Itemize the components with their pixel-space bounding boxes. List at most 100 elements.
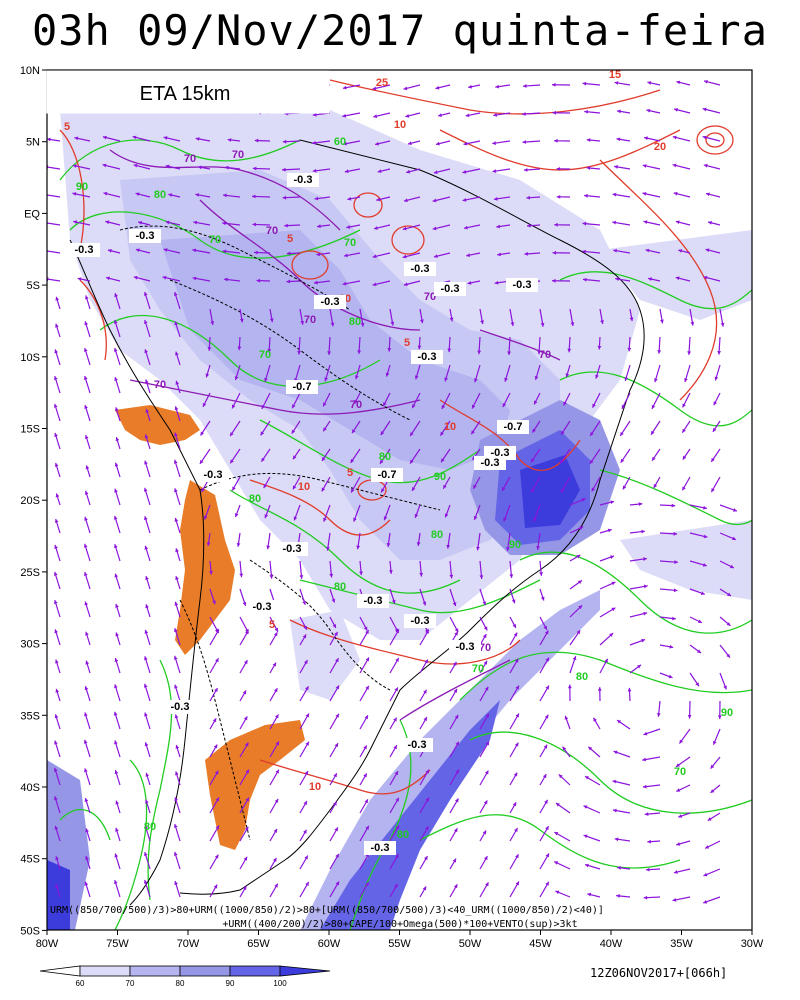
wind-arrow-head xyxy=(586,138,591,142)
wind-arrow-head xyxy=(144,825,149,830)
contour-label: 15 xyxy=(609,69,621,81)
wind-arrow-head xyxy=(403,86,408,91)
wind-arrow-head xyxy=(583,805,588,809)
wind-arrow-shaft xyxy=(47,194,61,198)
wind-arrow-head xyxy=(174,881,178,885)
contour-label: 70 xyxy=(472,663,484,675)
wind-arrow-head xyxy=(554,138,558,143)
wind-arrow-head xyxy=(174,432,178,437)
wind-arrow-head xyxy=(273,688,278,693)
wind-arrow-head xyxy=(627,687,632,692)
wind-arrow-head xyxy=(85,855,89,860)
wind-arrow-head xyxy=(252,194,256,199)
wind-arrow-head xyxy=(312,112,317,117)
wind-arrow-head xyxy=(703,163,708,168)
wind-arrow-head xyxy=(143,320,148,324)
wind-arrow-head xyxy=(643,584,648,589)
wind-arrow-head xyxy=(532,428,536,433)
wind-arrow-head xyxy=(297,350,302,355)
latitude-label: 10S xyxy=(20,352,40,364)
wind-arrow-head xyxy=(365,825,369,830)
wind-arrow-head xyxy=(543,744,548,749)
wind-arrow-head xyxy=(333,773,337,778)
wind-arrow-head xyxy=(424,856,428,861)
wind-arrow-head xyxy=(210,321,215,325)
coastlines xyxy=(69,139,645,906)
wind-arrow-head xyxy=(113,347,118,352)
wind-arrow-head xyxy=(612,220,617,225)
omega-label: -0.3 xyxy=(204,469,223,481)
wind-arrow-head xyxy=(403,282,408,287)
model-label-box: ETA 15km xyxy=(46,70,330,114)
wind-arrow-head xyxy=(237,346,242,351)
wind-arrow-head xyxy=(705,248,710,253)
omega-label: -0.7 xyxy=(293,381,312,393)
wind-arrow-head xyxy=(84,516,88,521)
omega-label: -0.3 xyxy=(513,279,532,291)
wind-arrow-head xyxy=(673,191,678,196)
wind-arrow-head xyxy=(713,401,718,406)
wind-arrow-head xyxy=(372,254,377,259)
wind-arrow-head xyxy=(42,221,46,225)
wind-arrow-head xyxy=(545,826,549,831)
wind-arrow-head xyxy=(708,221,712,225)
wind-arrow-head xyxy=(53,376,58,380)
wind-arrow-head xyxy=(556,194,561,199)
omega-label-bg xyxy=(497,420,529,434)
wind-arrow-head xyxy=(526,195,530,200)
wind-arrow-head xyxy=(83,348,88,352)
wind-arrow-head xyxy=(645,248,650,253)
omega-label: -0.3 xyxy=(253,601,272,613)
wind-arrow-head xyxy=(274,883,278,888)
latitude-label: 15S xyxy=(20,424,40,436)
wind-arrow-head xyxy=(299,575,304,579)
omega-label-bg xyxy=(404,614,436,628)
wind-arrow-head xyxy=(144,545,149,550)
wind-arrow-head xyxy=(314,196,319,201)
wind-arrow-head xyxy=(671,503,676,508)
wind-arrow-head xyxy=(570,322,575,326)
wind-arrow-head xyxy=(702,135,707,140)
wind-arrow-head xyxy=(145,379,149,384)
wind-arrow-head xyxy=(403,198,408,203)
contour-label: 70 xyxy=(259,349,271,361)
latitude-labels: 10N 5N EQ 5S 10S 15S 20S 25S 30S 35S 40S 45S 50S xyxy=(20,65,47,937)
wind-arrow-head xyxy=(554,222,558,227)
longitude-label: 45W xyxy=(529,938,552,950)
wind-arrow-head xyxy=(174,406,179,411)
wind-arrow-head xyxy=(540,322,545,327)
wind-arrow-head xyxy=(84,881,89,886)
wind-arrow-head xyxy=(648,277,652,282)
contour-label: 70 xyxy=(266,225,278,237)
colorbar-tick-label: 80 xyxy=(176,979,185,988)
wind-arrow-head xyxy=(589,459,594,464)
wind-arrow-head xyxy=(54,825,59,830)
wind-arrow-head xyxy=(275,769,279,774)
wind-arrow-head xyxy=(334,743,339,748)
contour-label: 70 xyxy=(539,349,551,361)
wind-arrow-head xyxy=(438,113,442,117)
colorbar: 60 70 80 90 100 xyxy=(39,965,331,988)
wind-arrow-head xyxy=(173,292,178,296)
wind-arrow-head xyxy=(321,487,326,492)
wind-arrow-head xyxy=(610,500,615,505)
wind-arrow-head xyxy=(582,249,586,254)
wind-arrow-head xyxy=(113,544,118,549)
wind-arrow-head xyxy=(646,108,651,113)
wind-arrow-head xyxy=(173,823,178,828)
wind-arrow-head xyxy=(544,799,548,804)
wind-arrow-head xyxy=(536,546,540,550)
wind-arrow-head xyxy=(564,715,569,720)
wind-arrow-head xyxy=(373,114,378,119)
wind-arrow-head xyxy=(199,459,204,464)
wind-arrow-head xyxy=(393,745,397,750)
omega-label: -0.3 xyxy=(411,615,430,627)
wind-arrow-head xyxy=(84,686,89,691)
wind-arrow-head xyxy=(440,431,444,436)
wind-arrow-head xyxy=(545,853,549,858)
omega-label: -0.3 xyxy=(171,701,190,713)
wind-arrow-head xyxy=(561,430,565,435)
wind-arrow-head xyxy=(329,573,334,578)
contour-label: 70 xyxy=(232,149,244,161)
wind-arrow-head xyxy=(643,731,648,736)
